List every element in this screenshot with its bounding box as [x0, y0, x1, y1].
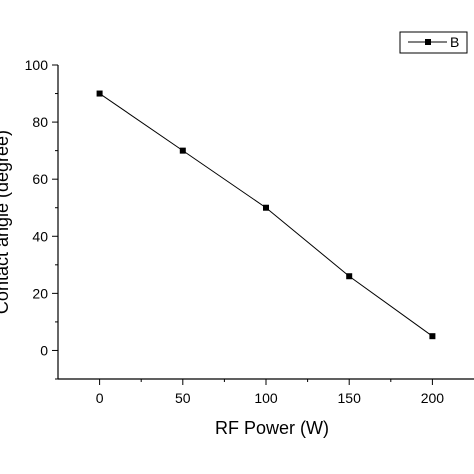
- y-tick-label: 20: [32, 285, 48, 301]
- y-tick-label: 60: [32, 171, 48, 187]
- data-point: [346, 273, 353, 280]
- x-ticks: 0 50 100 150 200: [96, 379, 445, 406]
- x-tick-label: 50: [175, 390, 191, 406]
- data-point: [429, 333, 436, 340]
- data-point: [179, 147, 186, 154]
- data-point: [96, 90, 103, 97]
- y-tick-label: 40: [32, 228, 48, 244]
- x-axis-title: RF Power (W): [215, 418, 329, 438]
- y-tick-label: 0: [40, 342, 48, 358]
- series-line: [99, 93, 433, 337]
- axes: [57, 65, 474, 380]
- x-tick-label: 150: [338, 390, 362, 406]
- y-tick-label: 100: [25, 57, 49, 73]
- x-tick-label: 100: [254, 390, 278, 406]
- y-tick-label: 80: [32, 114, 48, 130]
- x-tick-label: 0: [96, 390, 104, 406]
- series-layer: [96, 90, 436, 340]
- legend-label: B: [450, 34, 459, 50]
- legend: B: [399, 31, 468, 54]
- legend-marker: [425, 39, 431, 45]
- y-axis-title: Contact angle (degree): [0, 130, 12, 314]
- y-ticks: 0 20 40 60 80 100: [25, 57, 58, 380]
- data-point: [263, 204, 269, 211]
- x-tick-label: 200: [421, 390, 445, 406]
